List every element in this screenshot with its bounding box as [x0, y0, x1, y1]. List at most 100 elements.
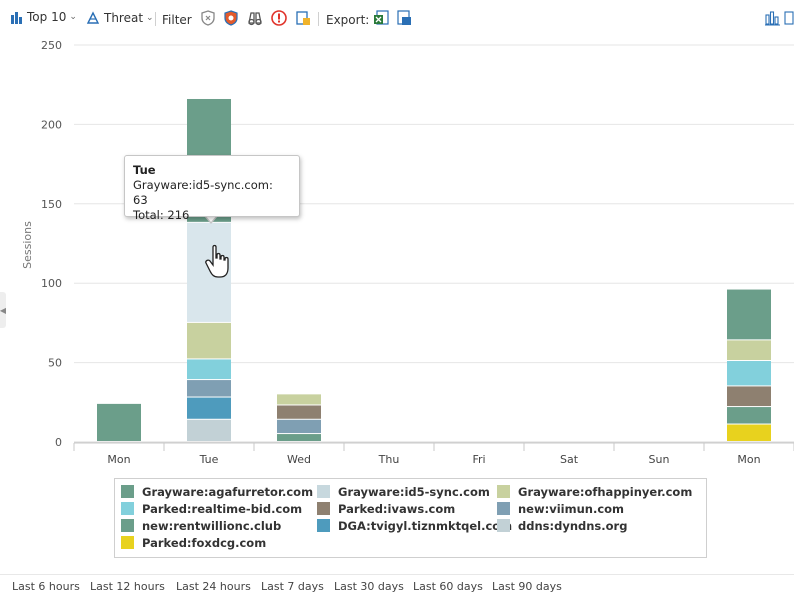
bar-segment[interactable] [187, 359, 231, 380]
legend-swatch [317, 519, 330, 532]
y-tick-label: 50 [48, 357, 62, 370]
bar-segment[interactable] [727, 289, 771, 340]
tooltip-title: Tue [133, 163, 156, 177]
gridlines [74, 44, 794, 443]
legend-item[interactable]: Parked:ivaws.com [317, 502, 455, 516]
chevron-down-icon: ⌄ [146, 13, 154, 23]
y-tick-label: 200 [41, 118, 62, 131]
legend-label: new:rentwillionc.club [142, 518, 282, 533]
bar-segment[interactable] [187, 397, 231, 419]
chart-legend: Grayware:agafurretor.com Grayware:id5-syn… [114, 478, 707, 558]
bar-segment[interactable] [277, 434, 321, 441]
legend-item[interactable]: Parked:foxdcg.com [121, 536, 266, 550]
chart-view-icon[interactable] [783, 9, 794, 27]
legend-label: Parked:realtime-bid.com [142, 501, 303, 516]
export-label: Export: [326, 13, 370, 27]
time-range-bar: Last 6 hours Last 12 hours Last 24 hours La… [0, 574, 794, 595]
bars [97, 98, 771, 441]
export-pdf-icon[interactable] [395, 9, 413, 27]
filter-label: Filter [162, 13, 192, 27]
bar-segment[interactable] [727, 386, 771, 407]
legend-label: DGA:tvigyl.tiznmktqel.com [338, 518, 513, 533]
chart-tooltip: Tue Grayware:id5-sync.com: 63 Total: 216 [124, 155, 300, 222]
legend-item[interactable]: Parked:realtime-bid.com [121, 502, 302, 516]
legend-item[interactable]: DGA:tvigyl.tiznmktqel.com [317, 519, 512, 533]
legend-swatch [121, 536, 134, 549]
time-range-link[interactable]: Last 90 days [492, 580, 562, 593]
legend-label: new:viimun.com [518, 501, 625, 516]
threat-label: Threat [104, 11, 144, 25]
x-tick-label: Fri [472, 453, 485, 466]
chevron-down-icon: ⌄ [69, 12, 77, 22]
legend-swatch [497, 519, 510, 532]
tooltip-arrow-inner [205, 215, 217, 222]
y-tick-label: 100 [41, 277, 62, 290]
legend-label: Parked:foxdcg.com [142, 535, 267, 550]
bar-chart-icon [11, 12, 22, 24]
x-axis: Mon Tue Wed Thu Fri Sat Sun Mon [73, 442, 794, 466]
bar-segment[interactable] [727, 407, 771, 424]
legend-swatch [497, 502, 510, 515]
time-range-link[interactable]: Last 7 days [261, 580, 324, 593]
x-tick-label: Mon [107, 453, 130, 466]
legend-label: Parked:ivaws.com [338, 501, 456, 516]
divider [155, 12, 156, 26]
export-excel-icon[interactable] [372, 9, 390, 27]
y-axis-ticks: 0 50 100 150 200 250 [41, 39, 62, 449]
time-range-link[interactable]: Last 60 days [413, 580, 483, 593]
bar-segment[interactable] [97, 403, 141, 441]
cursor-hand-icon [205, 244, 229, 278]
legend-label: Grayware:agafurretor.com [142, 484, 314, 499]
time-range-link[interactable]: Last 30 days [334, 580, 404, 593]
alert-icon[interactable] [270, 9, 288, 27]
legend-label: Grayware:id5-sync.com [338, 484, 490, 499]
threat-dropdown[interactable]: Threat ⌄ [85, 10, 154, 26]
bar-segment[interactable] [277, 405, 321, 419]
legend-row: new:rentwillionc.club DGA:tvigyl.tiznmktq… [121, 517, 706, 534]
legend-row: Parked:foxdcg.com [121, 534, 706, 551]
lock-file-icon[interactable] [294, 9, 312, 27]
x-tick-label: Sun [649, 453, 670, 466]
chart-type-icon[interactable] [764, 9, 782, 27]
x-tick-label: Mon [737, 453, 760, 466]
legend-item[interactable]: Grayware:id5-sync.com [317, 485, 490, 499]
legend-item[interactable]: new:viimun.com [497, 502, 624, 516]
legend-swatch [121, 502, 134, 515]
bar-segment[interactable] [277, 419, 321, 434]
legend-item[interactable]: new:rentwillionc.club [121, 519, 281, 533]
legend-row: Grayware:agafurretor.com Grayware:id5-syn… [121, 483, 706, 500]
y-axis-label: Sessions [21, 221, 34, 269]
bar-segment[interactable] [187, 419, 231, 441]
bar-segment[interactable] [727, 361, 771, 386]
time-range-link[interactable]: Last 12 hours [90, 580, 165, 593]
x-tick-label: Thu [378, 453, 400, 466]
y-tick-label: 150 [41, 198, 62, 211]
legend-swatch [317, 502, 330, 515]
legend-item[interactable]: Grayware:ofhappinyer.com [497, 485, 692, 499]
y-tick-label: 0 [55, 436, 62, 449]
time-range-link[interactable]: Last 24 hours [176, 580, 251, 593]
legend-item[interactable]: ddns:dyndns.org [497, 519, 627, 533]
filter-shield-icon[interactable] [199, 9, 217, 27]
bar-segment[interactable] [727, 340, 771, 361]
toolbar: Top 10 ⌄ Threat ⌄ Filter Export: [0, 0, 794, 38]
x-tick-label: Tue [199, 453, 219, 466]
legend-swatch [317, 485, 330, 498]
x-tick-label: Wed [287, 453, 311, 466]
filter-shield-red-icon[interactable] [222, 9, 240, 27]
time-range-link[interactable]: Last 6 hours [12, 580, 80, 593]
legend-swatch [497, 485, 510, 498]
top-n-label: Top 10 [27, 10, 67, 24]
legend-item[interactable]: Grayware:agafurretor.com [121, 485, 313, 499]
bar-segment[interactable] [277, 394, 321, 405]
bar-segment[interactable] [187, 322, 231, 359]
side-collapse-handle[interactable]: ◀ [0, 292, 6, 328]
x-tick-label: Sat [560, 453, 579, 466]
bar-segment[interactable] [727, 424, 771, 441]
top-n-dropdown[interactable]: Top 10 ⌄ [10, 10, 77, 24]
binoculars-icon[interactable] [246, 9, 264, 27]
bar-segment[interactable] [187, 380, 231, 397]
threat-icon [86, 11, 100, 24]
legend-label: Grayware:ofhappinyer.com [518, 484, 693, 499]
